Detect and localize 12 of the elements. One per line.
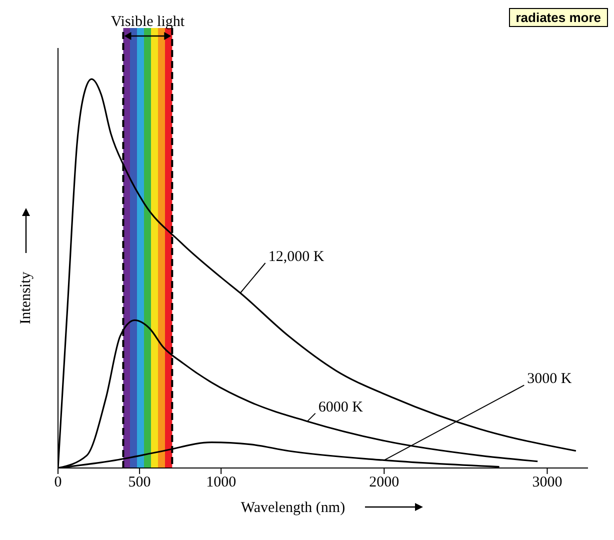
x-axis-title: Wavelength (nm) xyxy=(240,500,346,516)
legend-label: 6000 K xyxy=(318,399,364,416)
x-tick-label: 2000 xyxy=(369,474,400,491)
x-tick-label: 1000 xyxy=(206,474,236,491)
x-tick-label: 3000 xyxy=(532,474,562,491)
x-tick-label: 0 xyxy=(54,474,62,491)
band-label: Visible light xyxy=(110,14,186,30)
text: radiates more xyxy=(516,10,601,25)
x-tick-label: 500 xyxy=(128,474,151,491)
text: 3000 K xyxy=(527,371,572,388)
text: 12,000 K xyxy=(268,249,324,265)
y-axis-title: Intensity xyxy=(18,271,34,324)
